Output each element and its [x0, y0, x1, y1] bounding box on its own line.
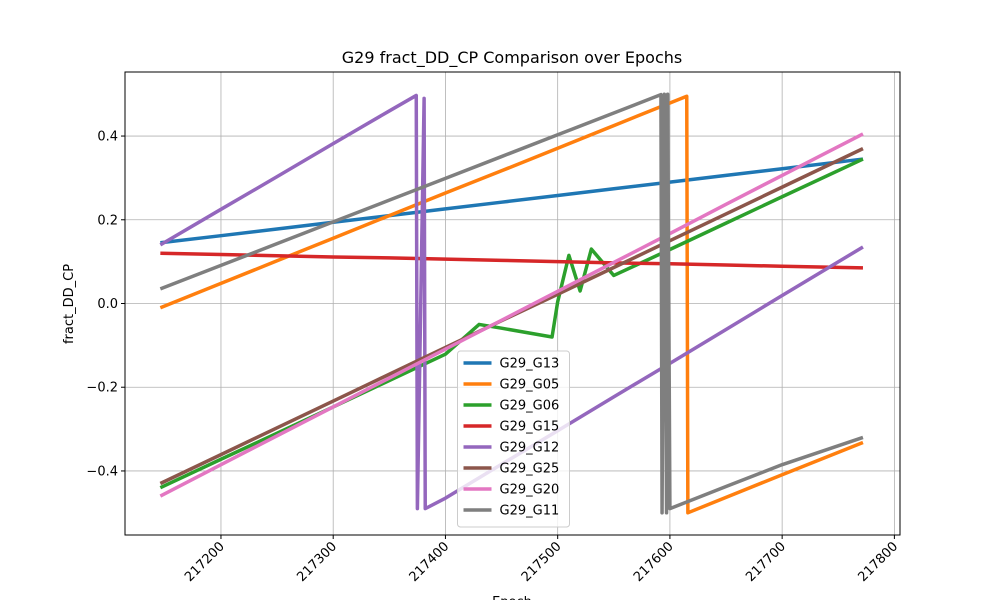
x-tick-label: 217500 [519, 539, 565, 585]
series-line [160, 157, 864, 245]
series-line [159, 132, 864, 498]
x-tick-label: 217600 [631, 539, 677, 585]
legend-label: G29_G05 [500, 378, 560, 393]
legend-label: G29_G13 [500, 357, 560, 372]
x-tick-label: 217800 [856, 539, 902, 585]
legend-label: G29_G12 [500, 441, 560, 456]
x-tick-label: 217400 [407, 539, 453, 585]
y-tick-label: −0.2 [86, 381, 118, 396]
x-tick-label: 217700 [743, 539, 789, 585]
x-tick-label: 217300 [294, 539, 340, 585]
legend-label: G29_G06 [500, 399, 560, 414]
series-line [160, 251, 863, 270]
legend-box [457, 350, 570, 528]
plot-frame [124, 71, 901, 536]
y-tick-label: −0.4 [86, 464, 118, 479]
y-tick-label: 0.4 [97, 130, 118, 145]
legend-label: G29_G25 [500, 462, 560, 477]
chart-title: G29 fract_DD_CP Comparison over Epochs [342, 48, 682, 68]
y-axis-label: fract_DD_CP [62, 264, 77, 344]
y-tick-label: 0.2 [97, 213, 118, 228]
x-axis-label: Epoch [492, 595, 532, 600]
legend-label: G29_G15 [500, 420, 560, 435]
legend-label: G29_G20 [500, 483, 560, 498]
legend-label: G29_G11 [500, 504, 560, 519]
series-line [159, 94, 864, 515]
series-line [159, 93, 864, 511]
y-tick-label: 0.0 [97, 297, 118, 312]
x-tick-label: 217200 [182, 539, 228, 585]
series-line [159, 92, 864, 515]
